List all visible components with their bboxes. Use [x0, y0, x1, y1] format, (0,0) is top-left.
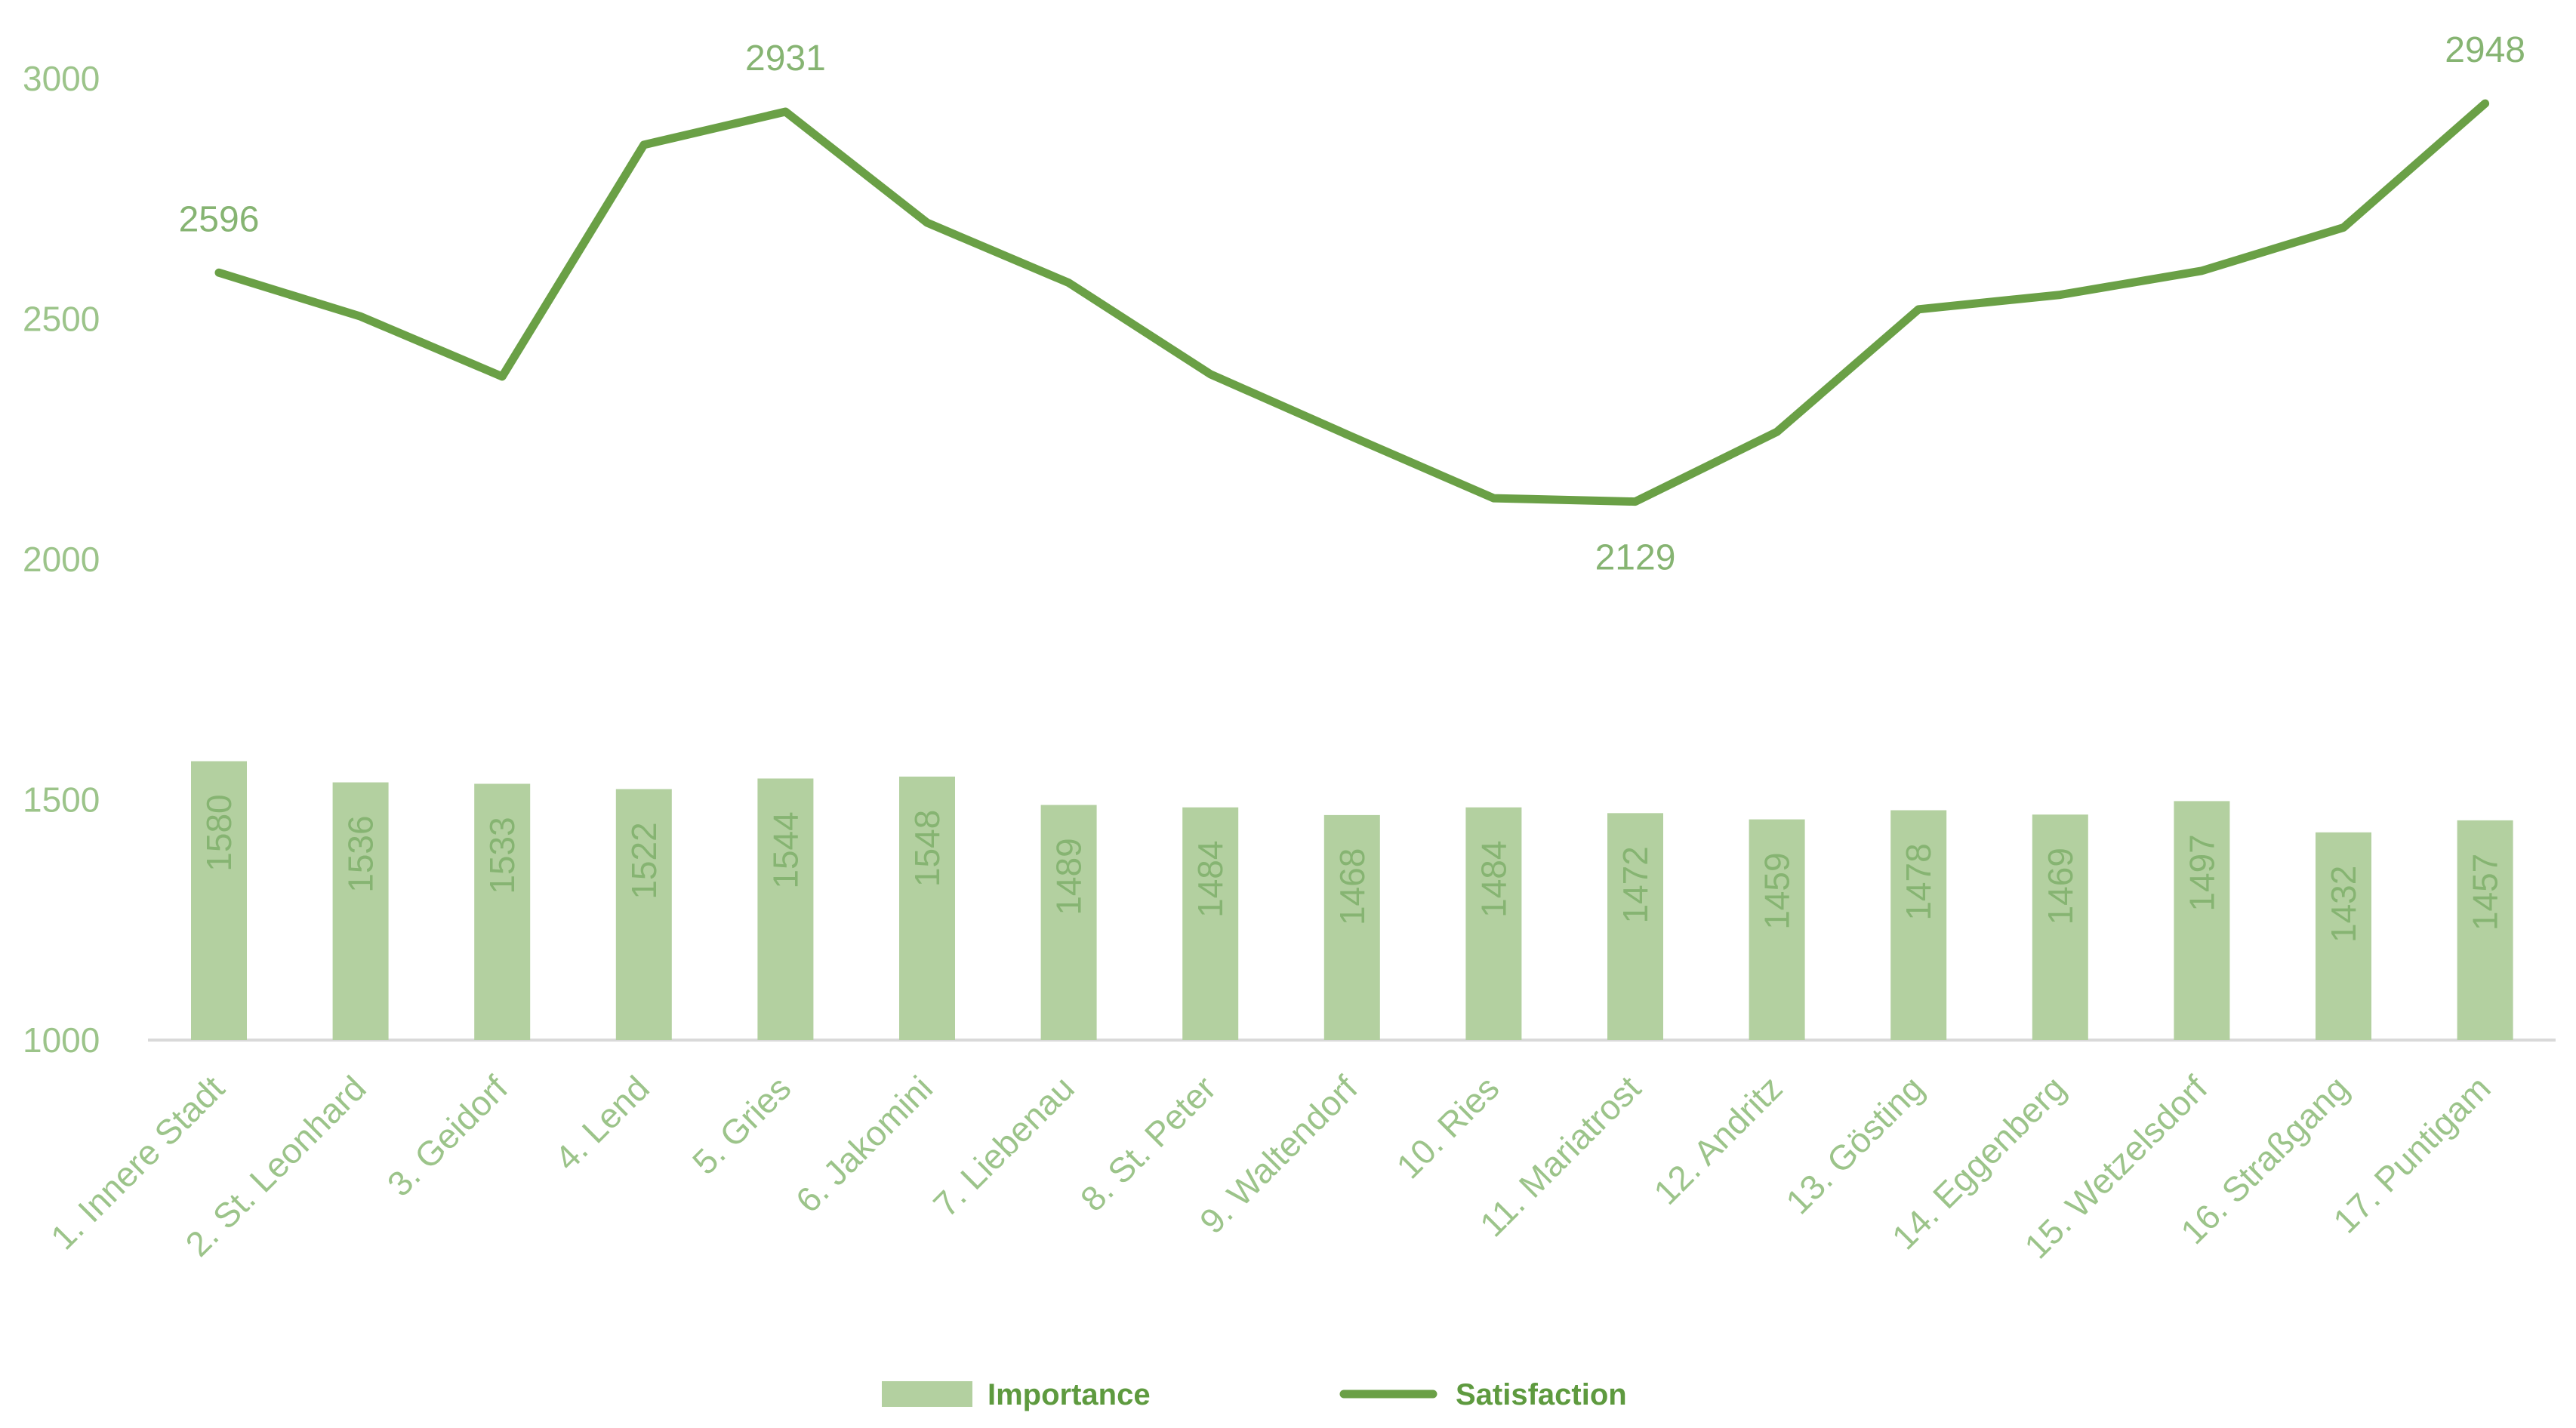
bar-data-label: 1548: [907, 810, 947, 887]
bar-data-label: 1522: [624, 822, 664, 899]
y-tick-label: 1000: [23, 1020, 100, 1060]
x-tick-label: 6. Jakomini: [788, 1068, 940, 1220]
importance-bar: [757, 778, 814, 1040]
x-tick-label: 3. Geidorf: [380, 1068, 516, 1204]
importance-bar: [1465, 807, 1522, 1040]
importance-bar: [1182, 807, 1239, 1040]
satisfaction-line: [214, 99, 2490, 506]
x-tick-label: 7. Liebenau: [926, 1068, 1082, 1224]
legend-satisfaction-label: Satisfaction: [1456, 1378, 1627, 1411]
line-data-labels: 2596 2931 2129 2948: [179, 30, 2525, 577]
bar-data-label: 1536: [341, 815, 381, 892]
bar-data-label: 1472: [1616, 846, 1655, 923]
importance-bar: [1323, 814, 1380, 1040]
bar-data-label: 1468: [1333, 848, 1372, 925]
importance-bar: [615, 789, 672, 1040]
x-tick-label: 5. Gries: [685, 1068, 799, 1182]
line-data-label: 2948: [2445, 30, 2525, 70]
importance-bar: [332, 782, 389, 1040]
y-tick-label: 1500: [23, 780, 100, 820]
importance-bar: [2316, 832, 2371, 1040]
x-tick-label: 10. Ries: [1388, 1068, 1506, 1186]
bar-data-label: 1489: [1049, 838, 1089, 915]
y-tick-label: 3000: [23, 59, 100, 98]
importance-bar: [899, 776, 955, 1040]
importance-bars: [191, 761, 2513, 1040]
line-data-label: 2931: [745, 38, 826, 78]
bar-data-label: 1484: [1474, 841, 1513, 918]
importance-bar: [191, 761, 247, 1040]
importance-bar: [2457, 820, 2513, 1040]
bar-data-label: 1457: [2466, 854, 2505, 931]
importance-bar: [1890, 810, 1947, 1040]
bar-data-label: 1478: [1899, 843, 1938, 920]
bar-data-label: 1432: [2324, 866, 2363, 943]
importance-bar: [2032, 814, 2088, 1040]
importance-bar: [474, 783, 531, 1040]
bar-data-label: 1484: [1191, 841, 1230, 918]
bar-data-label: 1469: [2041, 848, 2080, 925]
x-tick-label: 12. Andritz: [1646, 1068, 1789, 1211]
line-data-label: 2129: [1595, 538, 1676, 578]
y-tick-label: 2000: [23, 540, 100, 579]
bar-data-labels: 1580 1536 1533 1522 1544 1548 1489 1484 1468 1484…: [199, 794, 2505, 943]
legend: Importance Satisfaction: [882, 1378, 1627, 1411]
importance-bar: [1607, 813, 1663, 1040]
bar-data-label: 1497: [2182, 834, 2221, 911]
bar-data-label: 1533: [482, 817, 522, 894]
bar-data-label: 1544: [766, 811, 805, 888]
line-data-label: 2596: [179, 199, 260, 239]
importance-bar: [1040, 805, 1097, 1040]
importance-bar: [1749, 819, 1805, 1040]
x-tick-label: 4. Lend: [547, 1068, 657, 1177]
y-tick-label: 2500: [23, 300, 100, 339]
x-tick-label: 13. Gösting: [1778, 1068, 1931, 1221]
importance-bar: [2174, 801, 2230, 1040]
legend-importance-swatch: [882, 1381, 972, 1407]
x-tick-label: 8. St. Peter: [1073, 1068, 1223, 1218]
bar-data-label: 1580: [199, 794, 239, 871]
bar-data-label: 1459: [1758, 852, 1797, 929]
legend-importance-label: Importance: [988, 1378, 1151, 1411]
y-axis: 1000 1500 2000 2500 3000: [23, 59, 100, 1060]
